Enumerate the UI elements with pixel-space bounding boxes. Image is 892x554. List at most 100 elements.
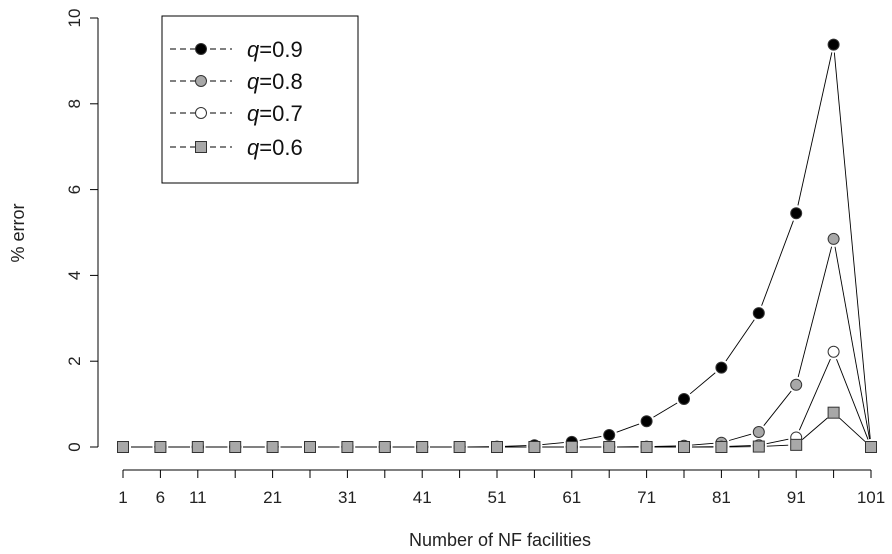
data-point	[752, 425, 765, 438]
data-point	[715, 361, 728, 374]
series-line-segment	[691, 442, 714, 446]
data-point	[678, 392, 690, 405]
series-layer	[117, 38, 877, 453]
series-line-segment	[834, 246, 871, 440]
legend: q=0.9q=0.8q=0.7q=0.6	[161, 15, 359, 184]
y-axis-title: % error	[8, 203, 28, 262]
data-point	[790, 438, 803, 451]
series-line-segment	[801, 417, 828, 440]
data-point	[565, 441, 578, 453]
data-point	[715, 441, 728, 453]
series-line-segment	[798, 358, 831, 431]
y-tick-label: 2	[65, 356, 84, 365]
data-point	[865, 441, 877, 453]
data-point	[266, 441, 279, 453]
data-point	[117, 441, 129, 453]
data-point	[453, 441, 466, 453]
series-line-segment	[504, 445, 527, 447]
data-point	[378, 441, 391, 453]
x-tick-label: 41	[413, 488, 432, 507]
data-point	[827, 345, 840, 358]
legend-item-1: q=0.8	[170, 69, 303, 94]
x-axis-title: Number of NF facilities	[409, 530, 591, 550]
series-line-segment	[725, 319, 755, 362]
series-line-segment	[797, 246, 833, 378]
legend-label-value: =0.7	[259, 101, 302, 126]
legend-marker	[195, 141, 207, 153]
series-line-segment	[689, 372, 716, 395]
x-tick-label: 21	[263, 488, 282, 507]
series-line-segment	[839, 417, 866, 442]
series-3	[117, 406, 877, 453]
y-tick-label: 0	[65, 442, 84, 451]
legend-item-0: q=0.9	[170, 37, 303, 62]
data-point	[752, 440, 765, 453]
legend-marker	[195, 43, 207, 55]
legend-label-q: q	[247, 69, 260, 94]
data-point	[827, 232, 840, 245]
y-tick-label: 8	[65, 99, 84, 108]
data-point	[603, 441, 616, 453]
legend-label-q: q	[247, 101, 260, 126]
x-axis: 1 6 11 21 31 41 51 61 71 81 91 101	[118, 469, 885, 507]
legend-label: q=0.6	[247, 135, 303, 160]
legend-label-value: =0.8	[259, 69, 302, 94]
legend-label: q=0.9	[247, 37, 303, 62]
series-line-segment	[833, 52, 871, 440]
series-line-segment	[728, 433, 752, 441]
series-line-segment	[729, 445, 751, 447]
y-axis: 0 2 4 6 8 10	[65, 9, 99, 452]
x-tick-label: 31	[338, 488, 357, 507]
x-tick-label: 61	[562, 488, 581, 507]
data-point	[640, 441, 653, 453]
legend-marker	[195, 107, 207, 119]
legend-item-2: q=0.7	[170, 101, 303, 126]
series-line-segment	[761, 220, 794, 306]
series-line-segment	[616, 423, 640, 433]
data-point	[603, 428, 616, 441]
legend-label-q: q	[247, 37, 260, 62]
legend-box	[161, 15, 359, 184]
series-line-segment	[763, 390, 792, 426]
data-point	[341, 441, 354, 453]
x-tick-label: 71	[637, 488, 656, 507]
x-tick-label: 1	[118, 488, 127, 507]
data-point	[416, 441, 429, 453]
x-tick-label: 101	[857, 488, 885, 507]
series-line-segment	[653, 402, 678, 418]
data-point	[752, 307, 765, 320]
data-point	[528, 441, 541, 453]
series-line-segment	[766, 444, 789, 447]
series-line-segment	[797, 52, 833, 206]
legend-label: q=0.8	[247, 69, 303, 94]
data-point	[790, 207, 803, 220]
x-tick-label: 6	[156, 488, 165, 507]
y-tick-label: 4	[65, 271, 84, 280]
x-tick-label: 51	[488, 488, 507, 507]
series-line-segment	[542, 442, 564, 446]
legend-marker	[195, 75, 207, 87]
series-1	[117, 232, 877, 453]
legend-label-value: =0.6	[259, 135, 302, 160]
data-point	[229, 441, 242, 453]
y-tick-label: 6	[65, 185, 84, 194]
x-tick-label: 91	[787, 488, 806, 507]
legend-label: q=0.7	[247, 101, 303, 126]
data-point	[827, 406, 840, 419]
series-line-segment	[579, 435, 602, 441]
data-point	[678, 441, 690, 453]
data-point	[790, 378, 803, 391]
y-tick-label: 10	[65, 9, 84, 28]
legend-item-3: q=0.6	[170, 135, 303, 160]
data-point	[640, 415, 653, 428]
legend-label-value: =0.9	[259, 37, 302, 62]
series-line-segment	[766, 438, 789, 445]
data-point	[827, 38, 840, 51]
data-point	[191, 441, 204, 453]
data-point	[304, 441, 316, 453]
data-point	[154, 441, 167, 453]
x-tick-label: 11	[189, 488, 207, 507]
legend-label-q: q	[247, 135, 260, 160]
series-line-segment	[836, 359, 869, 440]
